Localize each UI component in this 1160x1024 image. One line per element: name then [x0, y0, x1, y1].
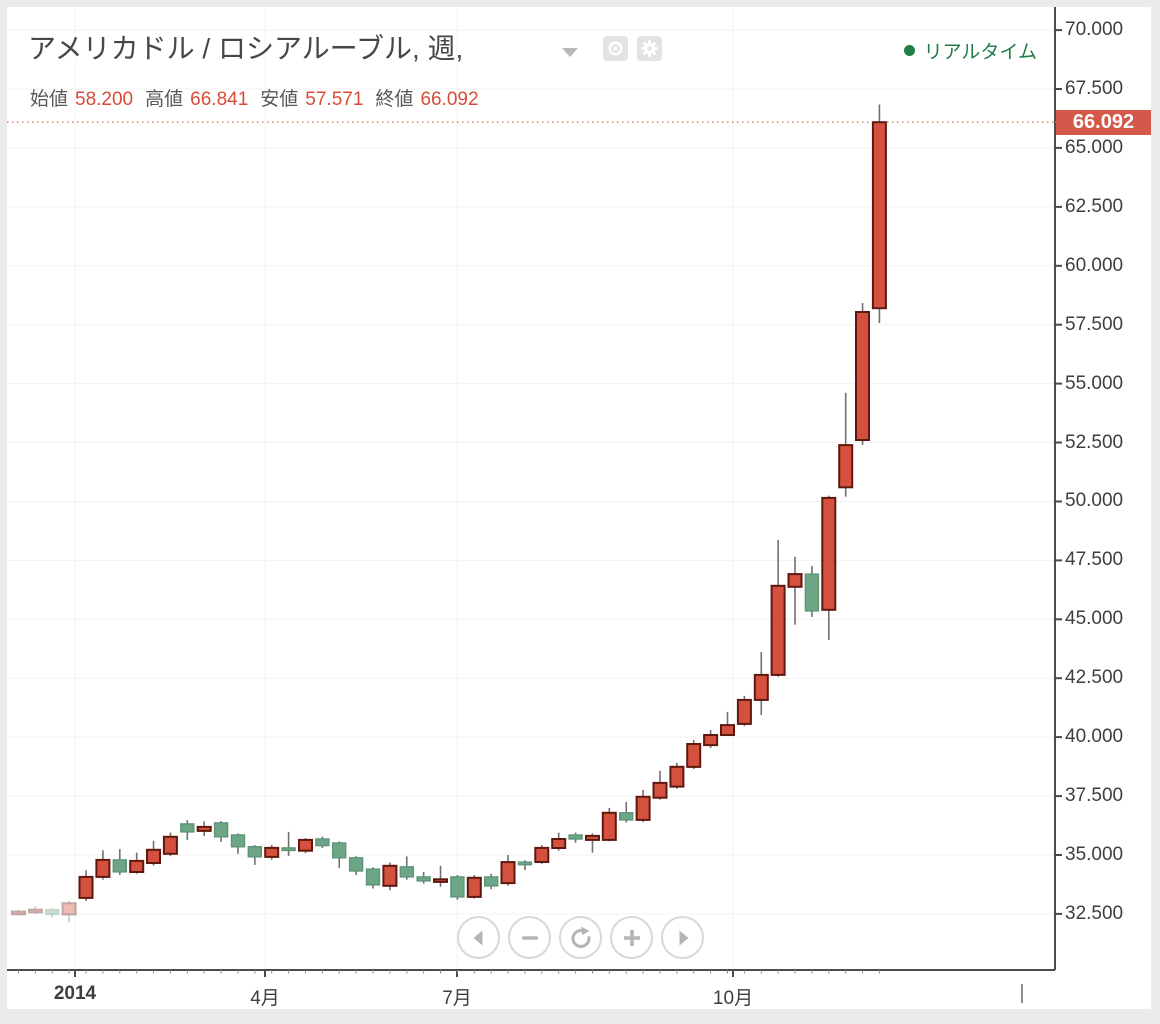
pan-right-button[interactable] [661, 916, 704, 959]
price-tick-label: 37.500 [1065, 785, 1124, 807]
price-tick-label: 47.500 [1065, 549, 1124, 571]
price-tick-label: 60.000 [1065, 254, 1124, 276]
last-price-tag: 66.092 [1056, 109, 1151, 135]
price-tick-label: 42.500 [1065, 667, 1124, 689]
pan-left-icon [473, 930, 482, 945]
high-label: 高値 [145, 89, 184, 110]
eye-icon [608, 41, 623, 56]
price-tick-label: 32.500 [1065, 902, 1124, 924]
chevron-down-icon[interactable] [562, 48, 578, 57]
zoom-in-button[interactable] [610, 916, 653, 959]
price-tick-label: 40.000 [1065, 726, 1124, 748]
price-tick-label: 65.000 [1065, 136, 1124, 158]
candlestick-plot[interactable] [7, 7, 1151, 1009]
ohlc-readout: 始値 58.200 高値 66.841 安値 57.571 終値 66.092 [30, 84, 491, 111]
low-label: 安値 [260, 89, 299, 110]
close-label: 終値 [375, 89, 414, 110]
price-tick-label: 70.000 [1065, 19, 1124, 41]
price-tick-label: 50.000 [1065, 490, 1124, 512]
pan-left-button[interactable] [457, 916, 500, 959]
zoom-in-icon [623, 929, 640, 946]
realtime-dot-icon [903, 45, 915, 56]
high-value: 66.841 [190, 89, 249, 110]
chart-surface: アメリカドル / ロシアルーブル, 週, 始値 58.200 高値 66. [7, 7, 1151, 1009]
reset-zoom-icon [570, 926, 590, 948]
price-tick-label: 45.000 [1065, 608, 1124, 630]
gear-icon-button[interactable] [637, 36, 662, 61]
gear-icon [641, 40, 658, 57]
close-value: 66.092 [420, 89, 479, 110]
symbol-title: アメリカドル / ロシアルーブル, 週, [28, 33, 464, 64]
price-tick-label: 62.500 [1065, 195, 1124, 217]
zoom-out-icon [521, 935, 538, 940]
zoom-out-button[interactable] [508, 916, 551, 959]
low-value: 57.571 [305, 89, 364, 110]
price-tick-label: 67.500 [1065, 78, 1124, 100]
time-axis-label: 10月 [712, 988, 754, 1009]
price-tick-label: 55.000 [1065, 372, 1124, 394]
price-tick-label: 35.000 [1065, 843, 1124, 865]
price-tick-label: 57.500 [1065, 313, 1124, 335]
realtime-badge: リアルタイム [903, 37, 1037, 64]
open-label: 始値 [30, 89, 69, 110]
open-value: 58.200 [75, 89, 134, 110]
time-axis-label: 4月 [250, 988, 280, 1009]
time-axis-label: 7月 [442, 988, 472, 1009]
eye-icon-button[interactable] [603, 36, 628, 61]
price-tick-label: 52.500 [1065, 431, 1124, 453]
realtime-label: リアルタイム [923, 42, 1037, 63]
reset-zoom-button[interactable] [559, 916, 602, 959]
time-axis-label: 2014 [53, 983, 97, 1004]
pan-right-icon [679, 930, 688, 945]
